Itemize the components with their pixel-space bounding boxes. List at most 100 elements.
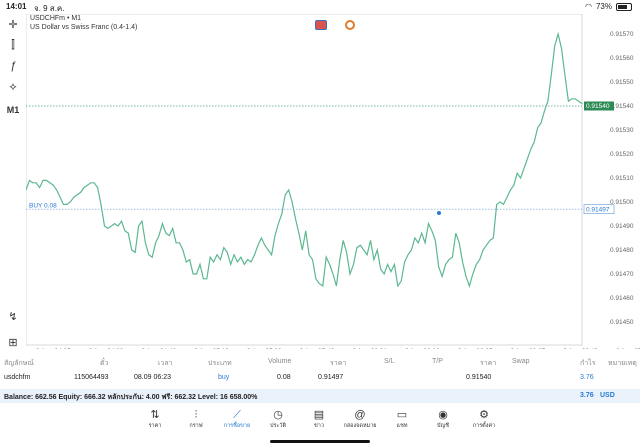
pos-symbol: usdchfm — [4, 374, 31, 381]
new-order-icon[interactable]: ⊞ — [8, 337, 18, 349]
pos-ticket: 115064493 — [74, 374, 109, 381]
x-tick-label: 9 Aug 04:29 — [89, 348, 124, 349]
nav-charts[interactable]: ⫶ กราฟ — [176, 408, 216, 430]
y-tick-label: 0.91480 — [610, 247, 634, 254]
y-tick-label: 0.91560 — [610, 55, 634, 62]
x-axis: 9 Aug 04:05 9 Aug 04:29 9 Aug 04:43 9 Aug 0… — [36, 348, 640, 349]
nav-news[interactable]: ▤ ข่าว — [299, 408, 339, 430]
current-price-badge-text: 0.91540 — [586, 103, 610, 110]
nav-quotes[interactable]: ⇅ ราคา — [135, 408, 175, 430]
account-icon: ◉ — [438, 409, 448, 421]
status-bar: 14:01 จ. 9 ส.ค. ◠ 73% — [0, 0, 640, 14]
pos-time: 08.09 06:23 — [134, 374, 171, 381]
timeframe-button[interactable]: M1 — [6, 105, 20, 115]
one-click-icon[interactable] — [315, 20, 327, 30]
nav-quotes-label: ราคา — [148, 423, 162, 429]
bottom-nav: ⇅ ราคา ⫶ กราฟ ⟋ การซื้อขาย ◷ ประวัติ ▤ ข่าว @… — [0, 404, 640, 447]
trend-icon[interactable]: ↯ — [8, 311, 18, 323]
nav-trade-label: การซื้อขาย — [223, 423, 251, 429]
battery-text: 73% — [595, 2, 612, 11]
plot-frame — [26, 14, 583, 346]
x-tick-label: 9 Aug 06:25 — [458, 348, 493, 349]
status-date: จ. 9 ส.ค. — [34, 4, 65, 13]
price-series-line — [26, 31, 583, 288]
y-tick-label: 0.91510 — [610, 175, 634, 182]
x-tick-label: 9 Aug 06:49 — [563, 348, 598, 349]
wifi-icon: ◠ — [585, 2, 592, 11]
y-tick-label: 0.91570 — [610, 31, 634, 38]
battery-icon — [616, 2, 632, 11]
col-profit: กำไร — [580, 360, 596, 367]
history-icon: ◷ — [273, 409, 283, 421]
current-price-badge: 0.91540 — [584, 101, 614, 111]
col-ticket: ตั๋ว — [100, 360, 109, 367]
nav-chat-label: แชท — [396, 423, 408, 429]
balance-currency: USD — [600, 392, 615, 399]
col-open-price: ราคา — [330, 360, 347, 367]
buy-order-marker — [437, 211, 441, 215]
status-right: ◠ 73% — [585, 2, 632, 11]
pos-open-price: 0.91497 — [318, 374, 344, 381]
y-tick-label: 0.91550 — [610, 79, 634, 86]
price-chart[interactable]: BUY 0.08 0.915700.915600.915500.915400.9… — [26, 14, 640, 349]
charts-icon: ⫶ — [194, 409, 198, 421]
x-tick-label: 9 Aug 06:01 — [352, 348, 387, 349]
x-tick-label: 9 Aug 04:05 — [36, 348, 71, 349]
y-tick-label: 0.91450 — [610, 319, 634, 326]
nav-history-label: ประวัติ — [269, 423, 287, 429]
balance-text: Balance: 662.56 Equity: 666.32 หลักประกั… — [4, 394, 258, 401]
col-type: ประเภท — [208, 360, 232, 367]
candles-icon[interactable]: ⫿ — [11, 39, 15, 51]
y-axis: 0.91570 0.91560 0.91550 0.91540 0.91530 0.915… — [610, 31, 634, 326]
x-tick-label: 9 Aug 07:01 — [616, 348, 640, 349]
pos-price: 0.91540 — [466, 374, 492, 381]
nav-trade[interactable]: ⟋ การซื้อขาย — [217, 408, 257, 430]
table-row[interactable]: usdchfm 115064493 08.09 06:23 buy 0.08 0… — [0, 374, 640, 386]
balance-bar: Balance: 662.56 Equity: 666.32 หลักประกั… — [0, 389, 640, 403]
quotes-icon: ⇅ — [150, 409, 160, 421]
pos-profit: 3.76 — [580, 374, 594, 381]
y-tick-label: 0.91460 — [610, 295, 634, 302]
nav-mailbox[interactable]: @ กล่องจดหมาย — [340, 408, 380, 430]
nav-account[interactable]: ◉ บัญชี — [423, 408, 463, 430]
trade-icon: ⟋ — [233, 409, 241, 421]
status-time: 14:01 — [6, 2, 27, 11]
col-sl: S/L — [384, 358, 395, 365]
nav-account-label: บัญชี — [437, 423, 449, 429]
nav-settings[interactable]: ⚙ การตั้งค่า — [464, 408, 504, 430]
nav-news-label: ข่าว — [314, 423, 324, 429]
nav-history[interactable]: ◷ ประวัติ — [258, 408, 298, 430]
buy-level-label: BUY 0.08 — [29, 203, 57, 210]
objects-icon[interactable]: ⟡ — [9, 81, 17, 93]
y-tick-label: 0.91540 — [610, 103, 634, 110]
y-tick-label: 0.91470 — [610, 271, 634, 278]
crosshair-icon[interactable]: ✛ — [8, 19, 18, 31]
buy-price-badge: 0.91497 — [583, 204, 615, 214]
col-symbol: สัญลักษณ์ — [4, 360, 34, 367]
chart-symbol: USDCHFm • M1 — [30, 15, 82, 22]
y-tick-label: 0.91520 — [610, 151, 634, 158]
chat-icon: ▭ — [396, 409, 408, 421]
home-indicator — [270, 440, 370, 443]
nav-chat[interactable]: ▭ แชท — [382, 408, 422, 430]
indicators-icon[interactable]: ƒ — [9, 60, 17, 72]
pos-volume: 0.08 — [277, 374, 291, 381]
y-tick-label: 0.91530 — [610, 127, 634, 134]
mailbox-icon: @ — [354, 409, 366, 421]
signal-icon[interactable] — [345, 20, 355, 30]
x-tick-label: 9 Aug 04:43 — [141, 348, 176, 349]
col-price: ราคา — [480, 360, 497, 367]
positions-header: สัญลักษณ์ ตั๋ว เวลา ประเภท Volume ราคา S… — [0, 358, 640, 370]
x-tick-label: 9 Aug 06:37 — [511, 348, 546, 349]
x-tick-label: 9 Aug 05:49 — [300, 348, 335, 349]
balance-profit: 3.76 — [580, 392, 594, 399]
news-icon: ▤ — [313, 409, 325, 421]
y-tick-label: 0.91490 — [610, 223, 634, 230]
col-volume: Volume — [268, 358, 292, 365]
chart-toolbar: ✛ ⫿ ƒ ⟡ M1 ↯ ⊞ — [0, 14, 26, 349]
col-swap: Swap — [512, 358, 530, 365]
settings-icon: ⚙ — [479, 409, 489, 421]
nav-charts-label: กราฟ — [189, 423, 203, 429]
buy-price-badge-text: 0.91497 — [586, 206, 610, 213]
col-comment: หมายเหตุ — [608, 360, 637, 367]
